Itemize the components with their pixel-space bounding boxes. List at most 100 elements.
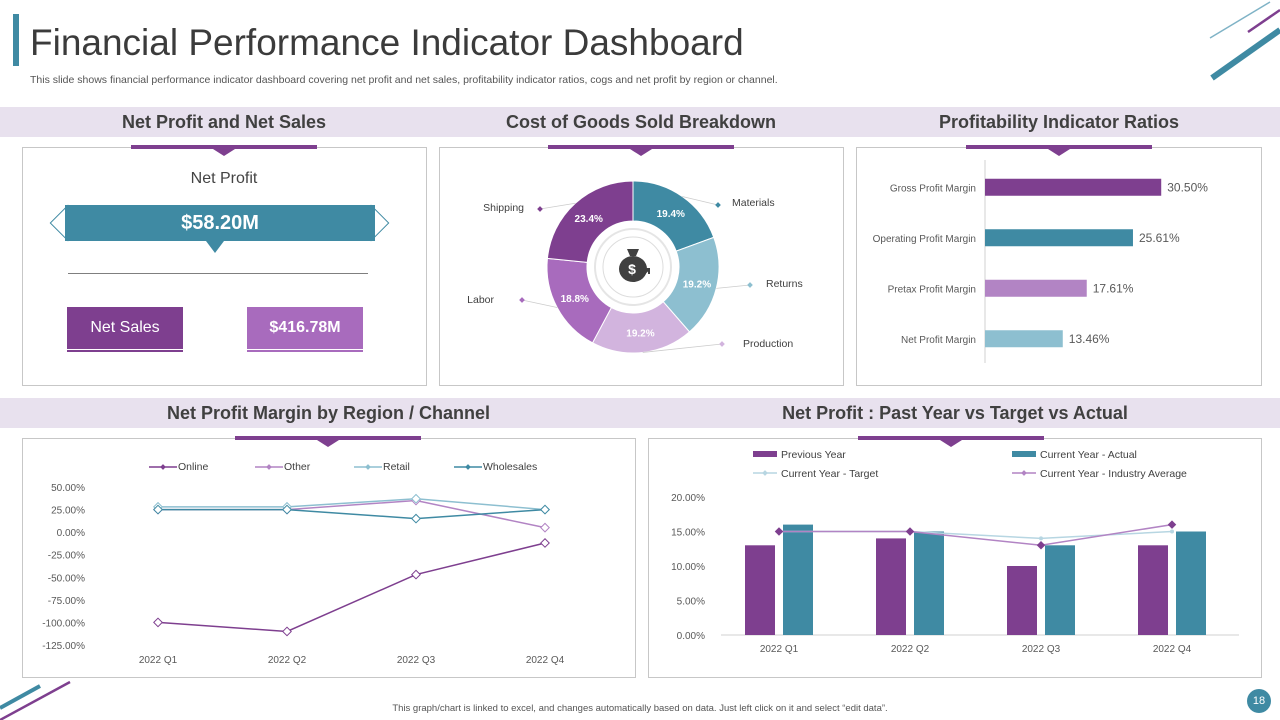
panel-tab-pointer: [630, 149, 652, 156]
cogs-pct-shipping: 23.4%: [575, 214, 603, 225]
past-legend-swatch: [753, 451, 777, 457]
section-band-bottom: [0, 398, 1280, 428]
ratio-value-label: 30.50%: [1167, 180, 1208, 194]
region-xtick: 2022 Q2: [268, 655, 307, 666]
past-bar-current-actual: [783, 524, 813, 635]
net-sales-value: $416.78M: [247, 307, 363, 349]
past-bar-current-actual: [1045, 545, 1075, 635]
net-profit-value: $58.20M: [65, 205, 375, 241]
region-legend-label: Other: [284, 461, 311, 473]
past-legend-marker: [1021, 470, 1027, 476]
panel-tab-pointer: [940, 440, 962, 447]
past-point: [905, 527, 915, 536]
region-series-retail: [158, 497, 546, 511]
past-point: [774, 527, 784, 536]
region-point: [411, 513, 421, 524]
footer-note: This graph/chart is linked to excel, and…: [392, 703, 888, 714]
past-xtick: 2022 Q2: [891, 644, 930, 655]
net-profit-label: Net Profit: [190, 170, 258, 187]
past-line-target: [779, 530, 1173, 540]
ratio-value-label: 25.61%: [1139, 231, 1180, 245]
past-bar-previous-year: [745, 545, 775, 635]
region-xtick: 2022 Q3: [397, 655, 436, 666]
cogs-leader-line: [521, 299, 558, 308]
past-xtick: 2022 Q3: [1022, 644, 1061, 655]
region-point: [153, 504, 163, 515]
region-point: [540, 504, 550, 515]
cogs-leader-line: [642, 343, 723, 353]
corner-decoration: [1209, 1, 1280, 81]
past-point: [1036, 541, 1046, 550]
ribbon-tail: [206, 241, 224, 253]
region-ytick: 50.00%: [51, 483, 85, 494]
net-sales-value-underline: [247, 350, 363, 352]
region-series-wholesales: [158, 508, 546, 520]
ratio-category-label: Operating Profit Margin: [873, 234, 976, 245]
cogs-label-production: Production: [743, 338, 793, 350]
cogs-pct-production: 19.2%: [626, 329, 654, 340]
ratio-bar: [985, 229, 1133, 247]
past-legend-label: Current Year - Target: [781, 468, 878, 480]
past-ytick: 15.00%: [671, 528, 705, 539]
title-accent-bar: [13, 14, 19, 66]
panel-tab: [548, 145, 734, 149]
cogs-pct-materials: 19.4%: [657, 209, 685, 220]
region-point: [540, 522, 550, 533]
cogs-donut-chart: 19.4% Materials 19.2% Returns 19.2% Productio…: [467, 180, 803, 354]
past-bar-previous-year: [1007, 566, 1037, 635]
region-point: [282, 504, 292, 515]
ratio-category-label: Gross Profit Margin: [890, 183, 976, 194]
cogs-slice-shipping: [546, 180, 634, 263]
money-bag-symbol: $: [628, 261, 636, 277]
money-bag-body: [619, 256, 647, 282]
past-legend-label: Current Year - Actual: [1040, 449, 1137, 461]
panel-tab: [858, 436, 1044, 440]
money-bag-top: [627, 249, 639, 256]
page-number: 18: [1247, 689, 1271, 713]
cogs-leader-marker: [519, 297, 525, 303]
cogs-pct-labor: 18.8%: [561, 294, 589, 305]
region-ytick: -125.00%: [42, 641, 85, 652]
region-legend-marker: [160, 464, 166, 470]
region-ytick: -75.00%: [48, 596, 85, 607]
past-bar-current-actual: [1176, 531, 1206, 635]
region-xtick: 2022 Q1: [139, 655, 178, 666]
past-bar-previous-year: [1138, 545, 1168, 635]
past-xtick: 2022 Q4: [1153, 644, 1192, 655]
region-legend-marker: [365, 464, 371, 470]
region-legend-marker: [465, 464, 471, 470]
past-ytick: 0.00%: [677, 631, 705, 642]
page-title: Financial Performance Indicator Dashboar…: [30, 22, 744, 63]
region-point: [540, 538, 550, 548]
section-title-ratios: Profitability Indicator Ratios: [938, 112, 1180, 132]
region-legend-label: Online: [178, 461, 209, 473]
ratios-bar-chart: Gross Profit Margin 30.50% Operating Profi…: [873, 160, 1208, 363]
past-year-combo-chart: 20.00% 15.00% 10.00% 5.00% 0.00% 2022 Q1 2022 …: [671, 449, 1239, 655]
past-ytick: 5.00%: [677, 597, 705, 608]
cogs-leader-marker: [747, 282, 753, 288]
past-point: [1167, 520, 1177, 529]
ratio-value-label: 13.46%: [1069, 332, 1110, 346]
past-legend-marker: [762, 470, 768, 476]
panel-tab: [966, 145, 1152, 149]
region-legend-marker: [266, 464, 272, 470]
region-ytick: -50.00%: [48, 573, 85, 584]
past-ytick: 20.00%: [671, 493, 705, 504]
cogs-pct-returns: 19.2%: [683, 279, 711, 290]
region-legend-label: Wholesales: [483, 461, 537, 473]
cogs-label-materials: Materials: [732, 197, 775, 209]
ratio-bar: [985, 178, 1162, 196]
ratio-value-label: 17.61%: [1093, 281, 1134, 295]
region-point: [153, 617, 163, 628]
panel-tab-pointer: [213, 149, 235, 156]
cogs-leader-line: [539, 202, 576, 210]
panel-tab-pointer: [317, 440, 339, 447]
region-ytick: 0.00%: [57, 528, 85, 539]
region-ytick: 25.00%: [51, 506, 85, 517]
panel-tab: [235, 436, 421, 440]
cogs-leader-marker: [719, 341, 725, 347]
past-point: [1039, 536, 1043, 541]
region-point: [411, 569, 421, 580]
section-title-cogs: Cost of Goods Sold Breakdown: [505, 112, 776, 132]
page-subtitle: This slide shows financial performance i…: [30, 74, 778, 86]
